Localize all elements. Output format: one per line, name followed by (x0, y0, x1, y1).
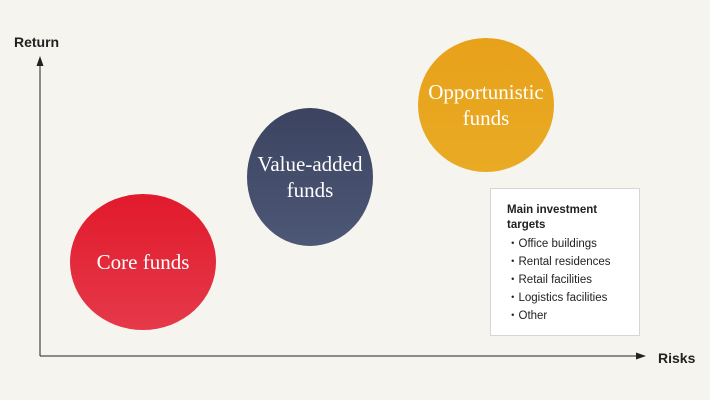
x-axis-label: Risks (658, 350, 696, 366)
investment-target-item: ・Other (507, 310, 548, 322)
y-axis-arrow-icon (36, 56, 44, 66)
x-axis-arrow-icon (636, 352, 646, 360)
value-added-funds-label: Value-added funds (257, 152, 363, 202)
core-funds-label: Core funds (96, 250, 190, 274)
investment-targets-title: Main investment targets (507, 204, 598, 231)
investment-target-item: ・Retail facilities (507, 274, 592, 286)
investment-targets-box: Main investment targets ・Office building… (490, 188, 640, 336)
investment-target-item: ・Office buildings (507, 238, 597, 250)
investment-targets-list: ・Office buildings ・Rental residences ・Re… (507, 235, 629, 325)
investment-target-item: ・Logistics facilities (507, 292, 608, 304)
core-funds-circle: Core funds (70, 194, 216, 330)
opportunistic-funds-label: Opportunistic funds (428, 80, 544, 130)
y-axis-label: Return (14, 34, 60, 50)
opportunistic-funds-circle: Opportunistic funds (418, 38, 554, 172)
value-added-funds-circle: Value-added funds (247, 108, 373, 246)
investment-target-item: ・Rental residences (507, 256, 611, 268)
